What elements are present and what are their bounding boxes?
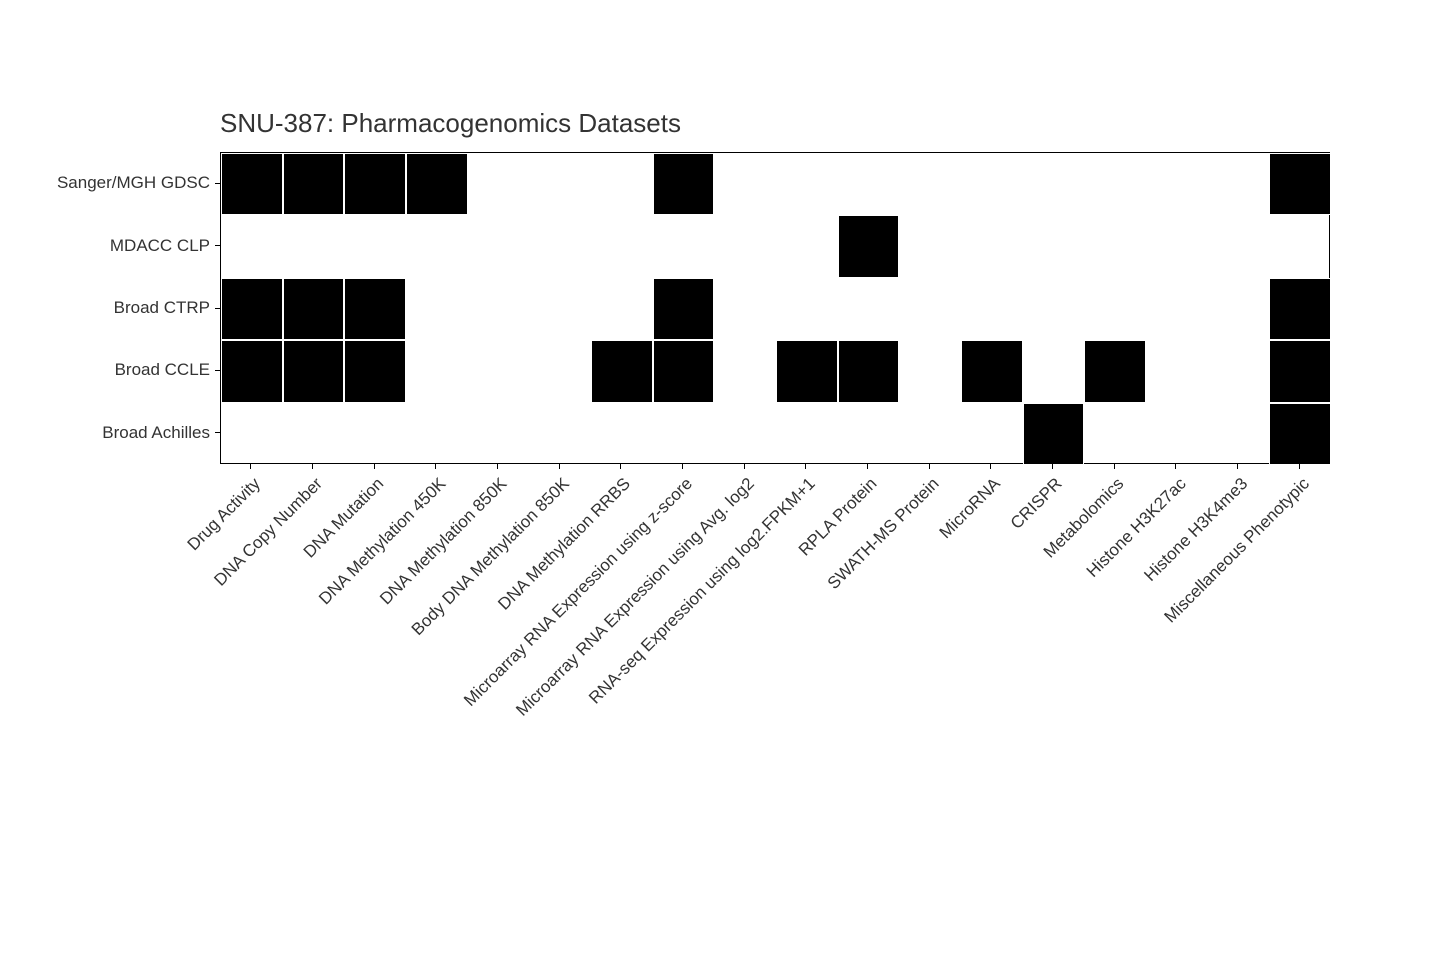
chart-title: SNU-387: Pharmacogenomics Datasets (220, 108, 681, 139)
heatmap-cell (283, 153, 345, 215)
x-tick (435, 464, 436, 469)
heatmap-cell (591, 340, 653, 402)
heatmap-cell (838, 215, 900, 277)
x-tick (1114, 464, 1115, 469)
heatmap-cell (283, 340, 345, 402)
heatmap-cell (653, 153, 715, 215)
heatmap-cell (344, 340, 406, 402)
heatmap-cell (653, 340, 715, 402)
y-axis-label: Broad Achilles (102, 423, 210, 443)
heatmap-cell (1269, 403, 1331, 465)
x-axis-label: DNA Copy Number (210, 474, 326, 590)
y-axis-label: Broad CTRP (114, 298, 210, 318)
y-axis-label: MDACC CLP (110, 236, 210, 256)
heatmap-plot-area (220, 152, 1330, 464)
heatmap-cell (961, 340, 1023, 402)
x-tick (497, 464, 498, 469)
heatmap-cell (1023, 403, 1085, 465)
heatmap-cell (1084, 340, 1146, 402)
x-tick (374, 464, 375, 469)
x-axis-label: SWATH-MS Protein (824, 474, 944, 594)
y-tick (215, 308, 220, 309)
x-axis-label: Microarray RNA Expression using z-score (460, 474, 697, 711)
x-axis-label: MicroRNA (936, 474, 1005, 543)
x-tick (620, 464, 621, 469)
y-axis-label: Sanger/MGH GDSC (57, 173, 210, 193)
x-tick (929, 464, 930, 469)
y-tick (215, 245, 220, 246)
heatmap-cell (283, 278, 345, 340)
x-tick (805, 464, 806, 469)
x-tick (559, 464, 560, 469)
heatmap-cell (221, 278, 283, 340)
x-tick (250, 464, 251, 469)
y-tick (215, 370, 220, 371)
heatmap-cell (406, 153, 468, 215)
heatmap-cell (1269, 340, 1331, 402)
x-tick (682, 464, 683, 469)
heatmap-cell (838, 340, 900, 402)
x-tick (990, 464, 991, 469)
heatmap-cell (221, 153, 283, 215)
heatmap-cell (776, 340, 838, 402)
x-tick (1175, 464, 1176, 469)
x-axis-label: Histone H3K4me3 (1140, 474, 1252, 586)
heatmap-cell (1269, 153, 1331, 215)
heatmap-cell (653, 278, 715, 340)
y-tick (215, 432, 220, 433)
x-tick (744, 464, 745, 469)
heatmap-cell (344, 278, 406, 340)
heatmap-cell (344, 153, 406, 215)
y-axis-label: Broad CCLE (115, 360, 210, 380)
heatmap-cell (1269, 278, 1331, 340)
heatmap-cell (221, 340, 283, 402)
x-tick (1052, 464, 1053, 469)
y-tick (215, 183, 220, 184)
x-tick (1299, 464, 1300, 469)
x-tick (867, 464, 868, 469)
x-axis-label: CRISPR (1007, 474, 1067, 534)
chart-wrapper: { "title": "SNU-387: Pharmacogenomics Da… (0, 0, 1440, 960)
x-tick (1237, 464, 1238, 469)
x-tick (312, 464, 313, 469)
x-axis-label: RNA-seq Expression using log2.FPKM+1 (586, 474, 820, 708)
